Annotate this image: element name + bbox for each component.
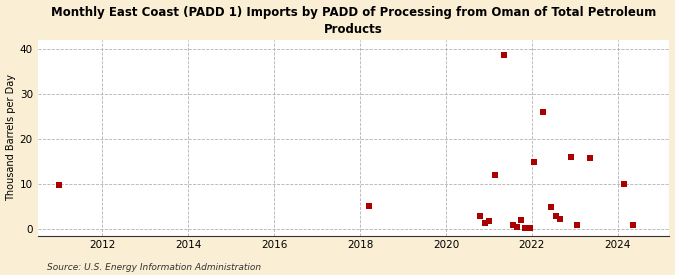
Point <box>585 156 595 160</box>
Point <box>520 226 531 230</box>
Point <box>54 183 65 187</box>
Point <box>554 217 565 221</box>
Point <box>516 218 526 222</box>
Point <box>490 173 501 177</box>
Point <box>499 53 510 57</box>
Point <box>475 213 486 218</box>
Point <box>483 218 494 223</box>
Point <box>550 213 561 218</box>
Point <box>512 224 522 229</box>
Text: Source: U.S. Energy Information Administration: Source: U.S. Energy Information Administ… <box>47 263 261 272</box>
Point <box>628 222 639 227</box>
Y-axis label: Thousand Barrels per Day: Thousand Barrels per Day <box>5 74 16 201</box>
Point <box>565 155 576 159</box>
Point <box>363 204 374 208</box>
Point <box>529 160 539 164</box>
Point <box>479 221 490 226</box>
Point <box>507 223 518 227</box>
Point <box>537 109 548 114</box>
Point <box>546 204 557 209</box>
Point <box>524 226 535 230</box>
Point <box>572 222 583 227</box>
Title: Monthly East Coast (PADD 1) Imports by PADD of Processing from Oman of Total Pet: Monthly East Coast (PADD 1) Imports by P… <box>51 6 656 35</box>
Point <box>619 182 630 186</box>
